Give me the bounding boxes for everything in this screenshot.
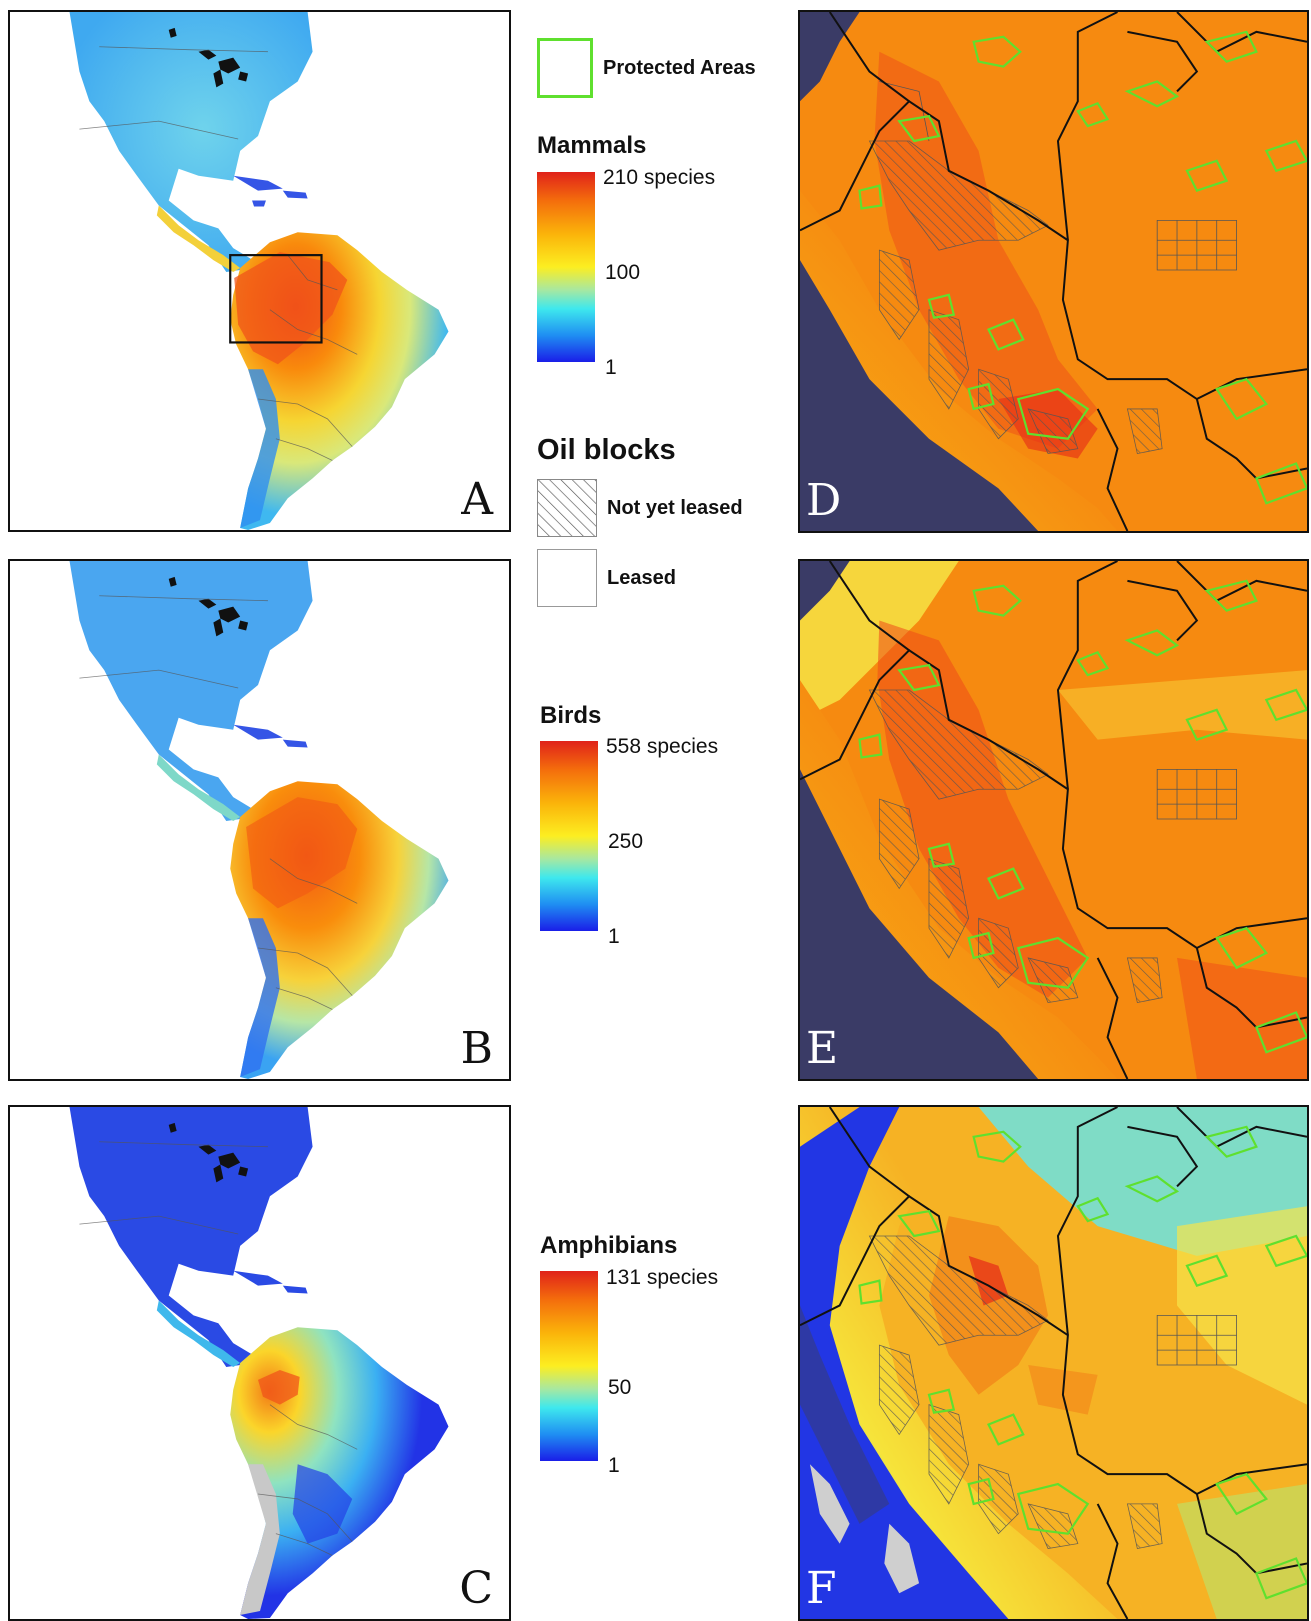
panel-letter-e: E [806, 1023, 839, 1074]
amphibians-mid-label: 50 [608, 1376, 632, 1399]
map-panel-c: C [8, 1105, 511, 1621]
amphibians-legend-title: Amphibians [540, 1232, 678, 1259]
amphibians-max-label: 131 species [606, 1266, 719, 1289]
americas-bird-richness-map [69, 561, 449, 1079]
not-yet-leased-label: Not yet leased [607, 497, 743, 519]
map-panel-e: E [798, 559, 1309, 1081]
amphibians-colorbar [540, 1271, 598, 1461]
mammals-mid-label: 100 [605, 261, 641, 284]
map-panel-d: D [798, 10, 1309, 533]
western-amazon-amphibian-richness-map [800, 1107, 1307, 1619]
birds-legend-title: Birds [540, 702, 602, 729]
zoom-extent-box [229, 254, 323, 344]
protected-areas-label: Protected Areas [603, 57, 756, 79]
panel-letter-a: A [461, 474, 493, 525]
oil-blocks-legend-title: Oil blocks [537, 434, 676, 466]
leased-label: Leased [607, 567, 676, 589]
americas-mammal-richness-map [69, 12, 449, 530]
western-amazon-mammal-richness-map [800, 12, 1307, 531]
americas-amphibian-richness-map [69, 1107, 449, 1619]
birds-min-label: 1 [608, 925, 620, 948]
mammals-colorbar [537, 172, 595, 362]
map-panel-f: F [798, 1105, 1309, 1621]
protected-areas-swatch [537, 38, 593, 98]
western-amazon-bird-richness-map [800, 561, 1307, 1079]
panel-letter-d: D [806, 475, 842, 526]
not-yet-leased-swatch [537, 479, 597, 537]
mammals-legend-title: Mammals [537, 132, 647, 159]
amphibians-min-label: 1 [608, 1454, 620, 1477]
leased-swatch [537, 549, 597, 607]
mammals-min-label: 1 [605, 356, 617, 379]
birds-colorbar [540, 741, 598, 931]
birds-max-label: 558 species [606, 735, 719, 758]
mammals-max-label: 210 species [603, 166, 716, 189]
birds-mid-label: 250 [608, 830, 644, 853]
map-panel-a: A [8, 10, 511, 532]
panel-letter-c: C [459, 1563, 493, 1614]
panel-letter-f: F [806, 1563, 837, 1614]
panel-letter-b: B [460, 1023, 493, 1074]
map-panel-b: B [8, 559, 511, 1081]
